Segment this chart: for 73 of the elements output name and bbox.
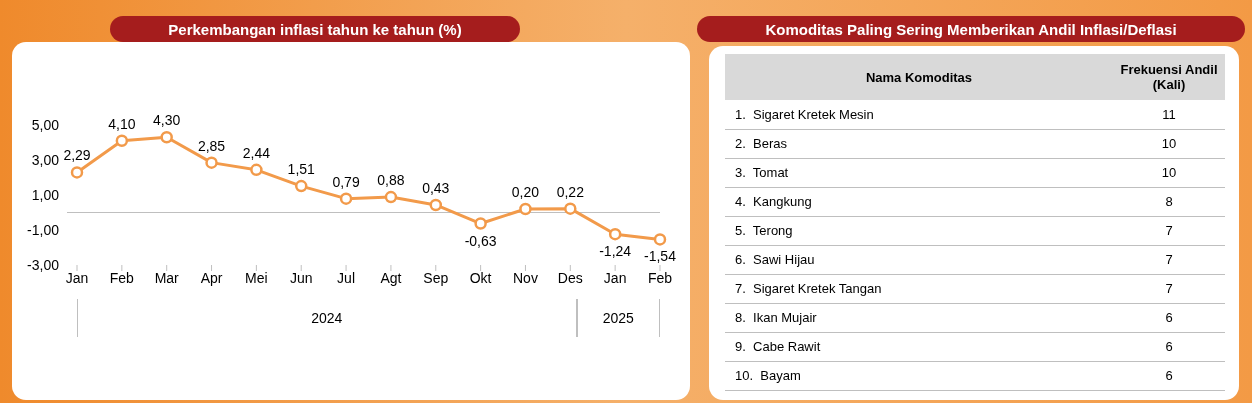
point — [115, 134, 129, 147]
point — [519, 202, 532, 216]
data-label: 6 — [1164, 338, 1174, 356]
text: 2,29 — [63, 147, 91, 164]
x-tick-label: Jan — [603, 269, 627, 286]
y-tick-label: 3,00 — [31, 151, 60, 168]
text: 0,79 — [332, 173, 360, 190]
x-tick-label: Jul — [337, 269, 356, 286]
point — [160, 131, 173, 144]
text: 4,10 — [108, 115, 136, 132]
category-label: 10. Bayam — [734, 367, 802, 385]
x-tick-label: Feb — [109, 269, 135, 286]
point — [608, 227, 622, 241]
text: -0,63 — [464, 232, 497, 249]
point — [564, 202, 577, 215]
text: 0,20 — [511, 184, 540, 200]
category-label: 9. Cabe Rawit — [734, 338, 822, 356]
x-tick-label: Nov — [513, 269, 538, 286]
text: Frekuensi Andil (Kali) — [1119, 61, 1219, 94]
text: 1,51 — [287, 161, 315, 178]
text: -1,24 — [599, 243, 632, 260]
point — [205, 156, 218, 169]
data-label: 10 — [1160, 135, 1178, 153]
point — [384, 190, 398, 204]
text: -1,54 — [644, 248, 676, 265]
data-label: 6 — [1164, 367, 1174, 385]
text: Nama Komoditas — [864, 68, 974, 87]
chart-title: Perkembangan inflasi tahun ke tahun (%) — [110, 16, 520, 42]
category-label: 6. Sawi Hijau — [734, 251, 816, 269]
data-label: 10 — [1160, 164, 1178, 182]
x-tick-label: Mei — [245, 269, 268, 286]
x-tick-label: Agt — [380, 269, 402, 286]
y-tick-label: -1,00 — [27, 221, 60, 238]
category-label: 8. Ikan Mujair — [734, 309, 818, 327]
x-tick-label: Mar — [154, 269, 180, 286]
point — [250, 163, 263, 177]
text: 2025 — [576, 299, 660, 337]
data-label: 7 — [1164, 280, 1174, 298]
text: 0,43 — [422, 179, 450, 196]
x-tick-label: Jan — [65, 269, 89, 286]
text: 2024 — [77, 299, 577, 337]
category-label: 5. Terong — [734, 222, 794, 240]
text: 0,88 — [377, 172, 405, 189]
category-label: 4. Kangkung — [734, 193, 813, 211]
text: 0,22 — [556, 183, 584, 200]
data-label: 6 — [1164, 309, 1174, 327]
data-label: 8 — [1164, 193, 1174, 211]
category-label: 2. Beras — [734, 135, 789, 153]
x-tick-label: Apr — [200, 269, 223, 286]
point — [70, 166, 84, 179]
data-label: 11 — [1161, 105, 1177, 124]
x-tick-label: Okt — [469, 269, 492, 286]
text: 2,85 — [197, 137, 226, 154]
y-tick-label: 1,00 — [31, 186, 60, 203]
y-tick-label: -3,00 — [27, 256, 60, 273]
x-tick-label: Jun — [289, 269, 313, 286]
category-label: 7. Sigaret Kretek Tangan — [734, 280, 883, 298]
point — [294, 179, 308, 193]
point — [653, 233, 667, 246]
x-tick-label: Des — [557, 269, 583, 286]
point — [429, 198, 443, 212]
y-tick-label: 5,00 — [31, 116, 60, 133]
text: Komoditas Paling Sering Memberikan Andil Inflasi/Deflasi — [697, 16, 1245, 42]
point — [474, 217, 487, 230]
x-tick-label: Feb — [647, 269, 673, 286]
text: 4,30 — [153, 112, 181, 129]
category-label: 3. Tomat — [734, 164, 790, 182]
data-label: 7 — [1164, 222, 1174, 240]
x-tick-label: Sep — [423, 269, 449, 286]
category-label: 1. Sigaret Kretek Mesin — [734, 105, 875, 124]
text: 2,44 — [242, 144, 271, 161]
point — [339, 192, 353, 205]
data-label: 7 — [1164, 251, 1174, 269]
